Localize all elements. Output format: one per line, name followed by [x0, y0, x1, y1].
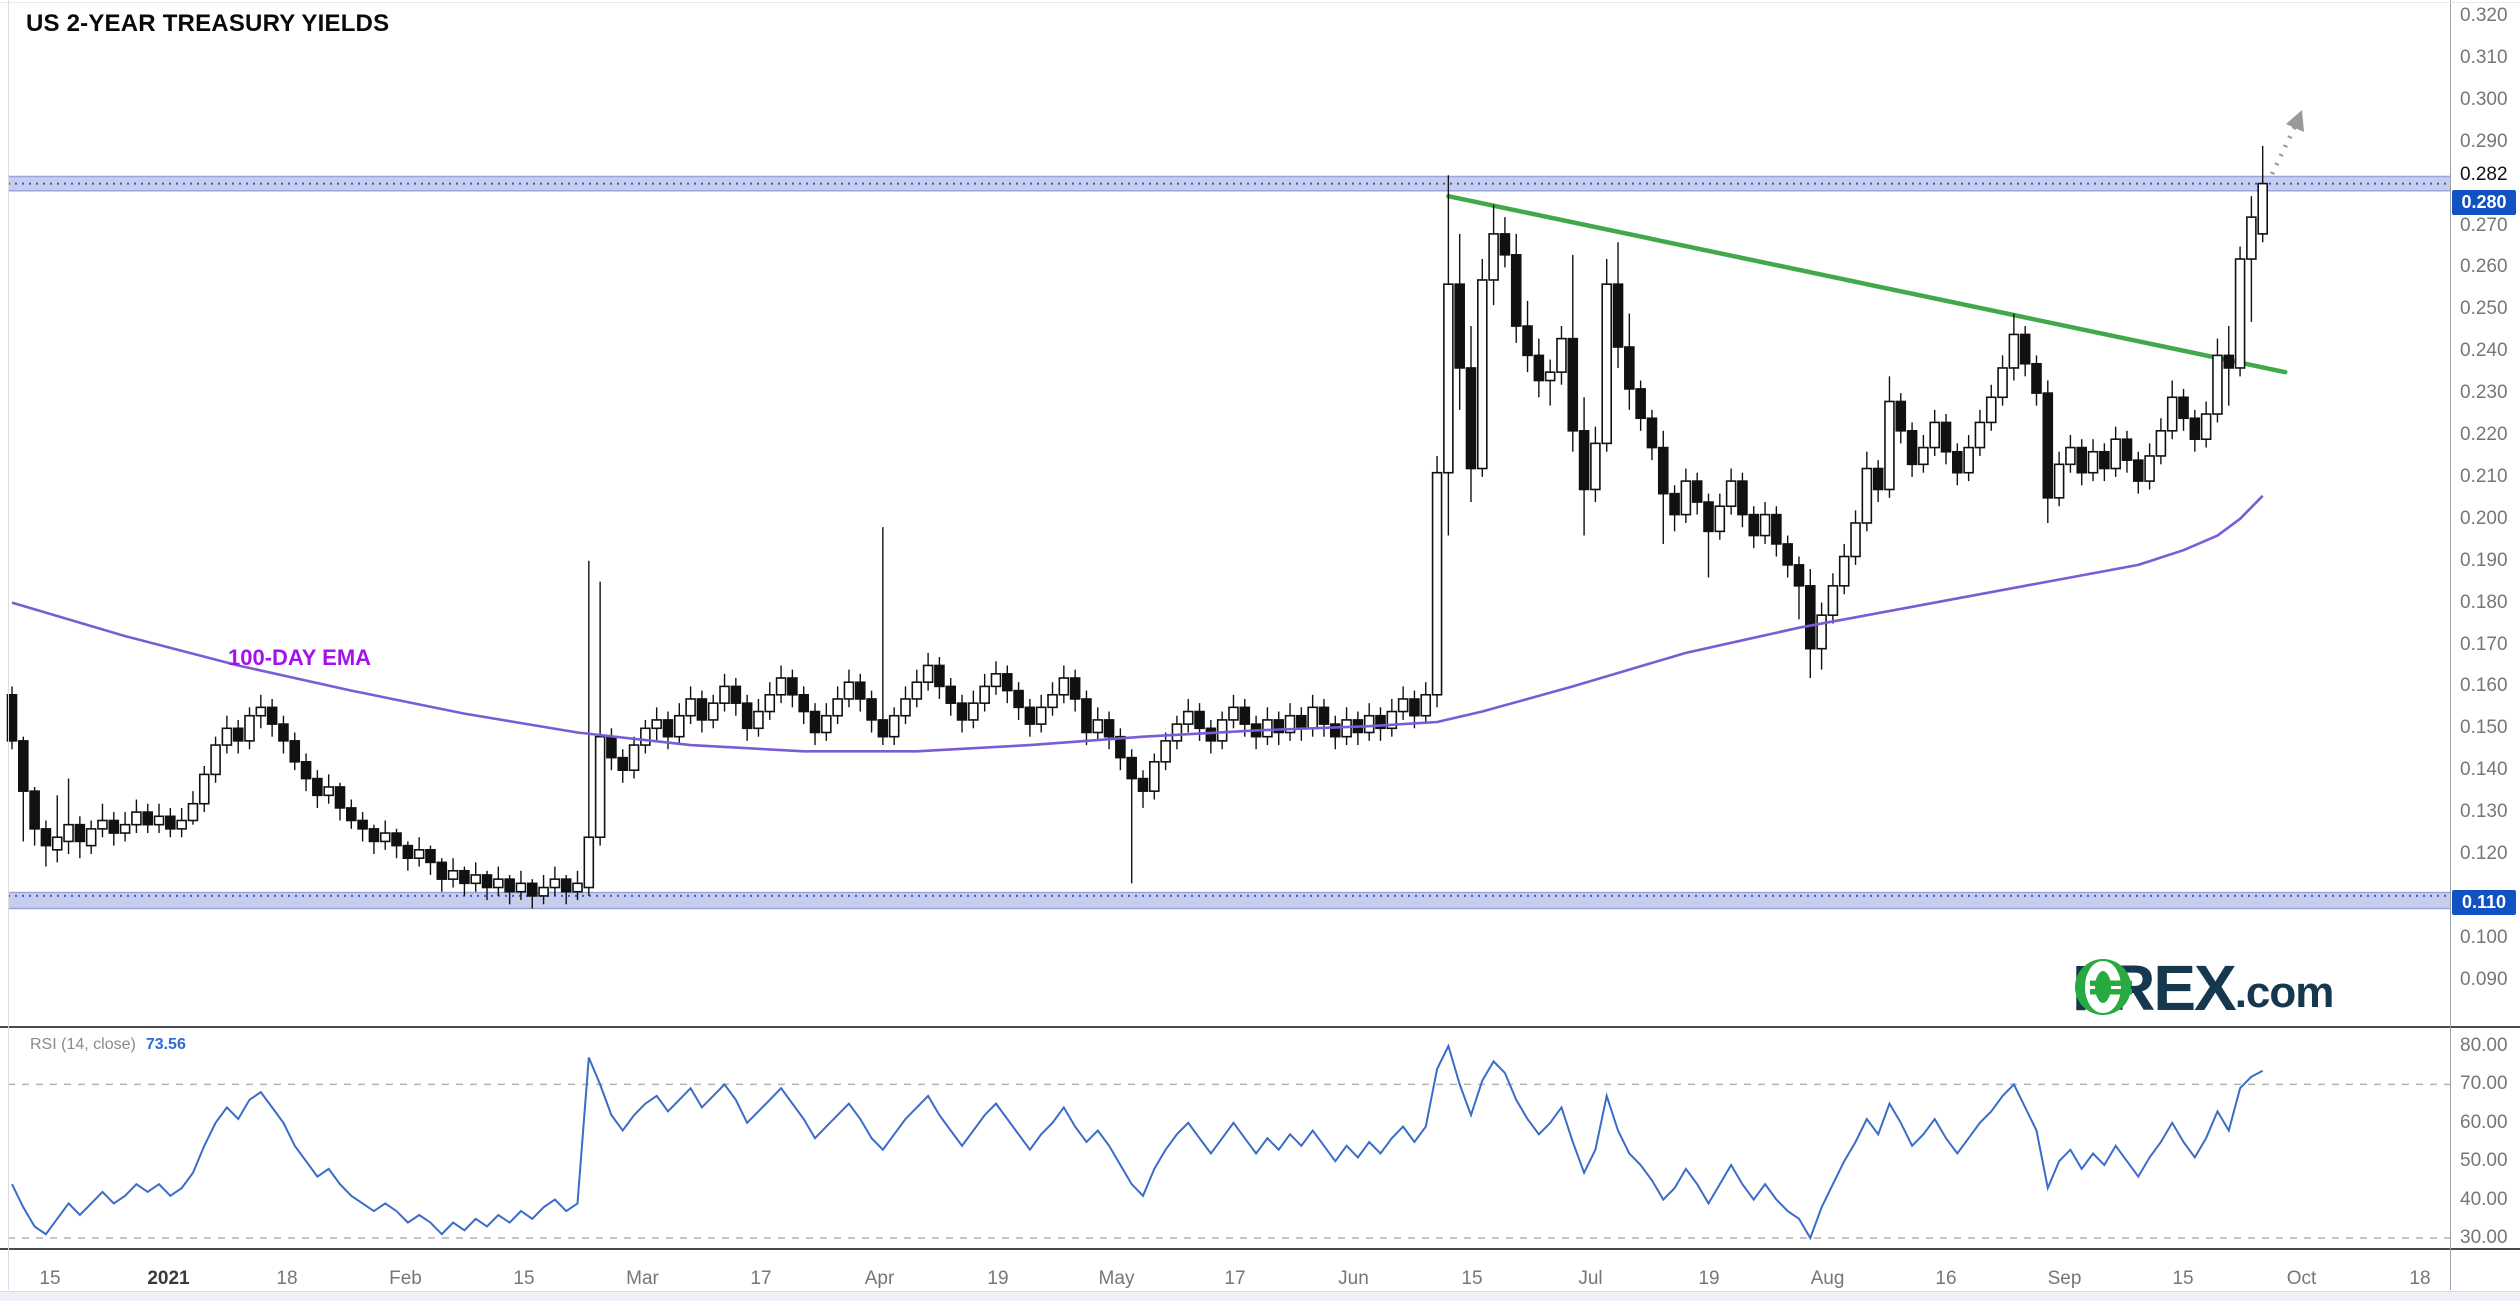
date-axis-tick: 16	[1935, 1268, 1957, 1289]
ema-line	[11, 494, 2264, 753]
date-axis-tick: 19	[987, 1268, 1009, 1289]
price-axis-tick: 0.090	[2460, 968, 2508, 990]
price-axis-tick: 0.320	[2460, 5, 2508, 26]
logo-dotcom: .com	[2234, 968, 2335, 1017]
support-price-badge: 0.110	[2452, 890, 2516, 915]
price-axis-tick: 0.210	[2460, 465, 2508, 487]
price-axis-tick: 0.270	[2460, 214, 2508, 236]
price-axis-separator	[2450, 0, 2451, 1290]
price-axis-tick: 0.250	[2460, 298, 2508, 320]
price-axis-tick: 0.230	[2460, 382, 2508, 404]
bottom-scroll-strip	[0, 1291, 2520, 1301]
ema-annotation-label: 100-DAY EMA	[228, 645, 372, 670]
date-axis-tick: Mar	[626, 1268, 659, 1289]
price-axis-tick: 0.140	[2460, 759, 2508, 781]
price-axis-tick: 0.300	[2460, 88, 2508, 110]
price-axis-tick: 0.160	[2460, 675, 2508, 697]
price-axis-tick: 0.130	[2460, 801, 2508, 823]
page-title: US 2-YEAR TREASURY YIELDS	[26, 10, 390, 37]
pane-divider-bottom	[0, 1248, 2520, 1250]
rsi-axis-tick: 80.00	[2460, 1035, 2508, 1056]
date-axis-tick: 17	[1224, 1268, 1246, 1289]
price-axis-tick: 0.220	[2460, 424, 2508, 445]
date-axis-tick: 15	[513, 1268, 535, 1289]
forex-logo: F REX .com	[2072, 956, 2335, 1020]
date-axis-tick: Jun	[1338, 1268, 1369, 1289]
date-axis-tick: 19	[1698, 1268, 1720, 1289]
rsi-indicator-label: RSI (14, close)	[30, 1036, 136, 1053]
resistance-high-label: 0.282	[2460, 164, 2508, 185]
rsi-axis-tick: 60.00	[2460, 1111, 2508, 1133]
logo-coin-icon	[2075, 959, 2132, 1015]
price-axis-tick: 0.200	[2460, 507, 2508, 529]
date-axis-tick: Jul	[1578, 1268, 1603, 1289]
price-axis-tick: 0.100	[2460, 926, 2508, 948]
date-axis-tick: 17	[750, 1268, 772, 1289]
rsi-axis-tick: 40.00	[2460, 1188, 2508, 1210]
date-axis-tick: May	[1098, 1268, 1135, 1289]
price-axis-tick: 0.190	[2460, 549, 2508, 571]
pane-divider-top	[0, 1026, 2520, 1028]
date-axis-tick: Oct	[2286, 1268, 2317, 1289]
date-axis-tick: 15	[1461, 1268, 1483, 1289]
rsi-axis-tick: 50.00	[2460, 1150, 2508, 1172]
rsi-indicator-value: 73.56	[145, 1036, 186, 1053]
resistance-price-badge: 0.280	[2452, 190, 2516, 215]
chart-top-edge	[0, 2, 2520, 3]
rsi-line	[11, 1043, 2264, 1241]
price-axis-tick: 0.180	[2460, 591, 2508, 613]
date-axis-tick: 18	[2409, 1268, 2431, 1289]
rsi-axis-tick: 30.00	[2460, 1227, 2508, 1248]
date-axis-tick: Apr	[864, 1268, 895, 1289]
price-axis-tick: 0.260	[2460, 256, 2508, 278]
price-axis-tick: 0.290	[2460, 130, 2508, 152]
rsi-indicator-header: RSI (14, close) 73.56	[30, 1036, 186, 1054]
rsi-axis-tick: 70.00	[2460, 1073, 2508, 1095]
date-axis-tick: 2021	[147, 1268, 190, 1289]
date-axis-tick: Feb	[389, 1268, 422, 1289]
candles-layer	[6, 145, 2268, 909]
breakout-arrow	[2269, 115, 2303, 175]
price-axis-tick: 0.170	[2460, 633, 2508, 655]
date-axis-tick: 15	[2172, 1268, 2194, 1289]
price-axis-tick: 0.310	[2460, 46, 2508, 68]
date-axis-tick: 15	[39, 1268, 61, 1289]
chart-left-edge	[8, 0, 9, 1290]
date-axis-tick: Aug	[1810, 1268, 1845, 1289]
price-axis-tick: 0.150	[2460, 717, 2508, 739]
date-axis-tick: 18	[276, 1268, 298, 1289]
price-axis-tick: 0.120	[2460, 843, 2508, 864]
date-axis-tick: Sep	[2047, 1268, 2082, 1289]
price-axis-tick: 0.240	[2460, 340, 2508, 362]
